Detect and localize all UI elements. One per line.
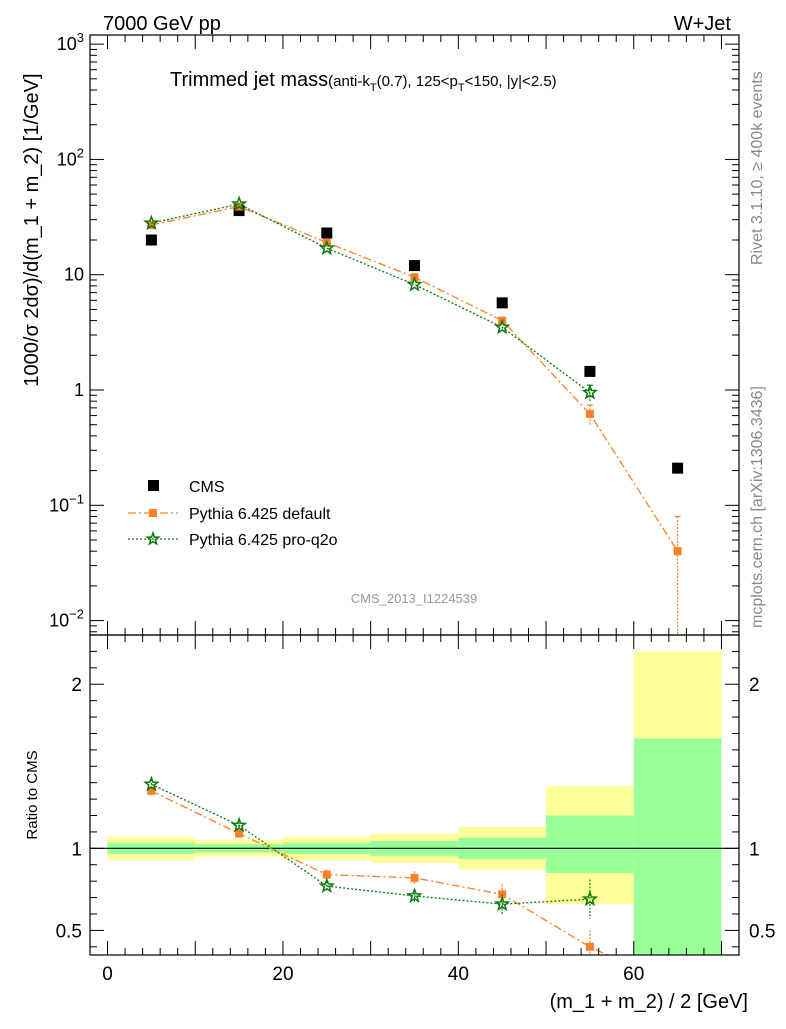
cms-data-point-1 bbox=[233, 205, 245, 217]
rivet-label: Rivet 3.1.10, ≥ 400k events bbox=[749, 71, 766, 265]
ratio-y-tick-label-right-1: 1 bbox=[749, 839, 760, 860]
plot-title-sub-b: (0.7), 125<p bbox=[377, 73, 458, 90]
legend-label-pythia-default: Pythia 6.425 default bbox=[189, 506, 331, 523]
main-series-line-2 bbox=[151, 203, 591, 394]
ratio-point-pro-q2o-5 bbox=[581, 890, 599, 907]
cms-data-point-5 bbox=[584, 365, 596, 377]
pythia-default-point-0 bbox=[147, 220, 156, 229]
cms-data-point-0 bbox=[145, 234, 157, 246]
legend-marker-pythia-default bbox=[149, 509, 157, 517]
pythia-pro-q2o-point-4 bbox=[493, 318, 511, 335]
ratio-band-green-6 bbox=[633, 738, 722, 955]
ratio-y-tick-label-right-2: 2 bbox=[749, 675, 760, 696]
main-y-tick-label-4: 102 bbox=[57, 145, 84, 169]
ratio-point-pro-q2o-2 bbox=[318, 877, 336, 894]
plot-title-sub-b-subscript: T bbox=[458, 82, 465, 94]
ratio-point-pro-q2o-3 bbox=[406, 887, 423, 903]
ratio-point-default-0 bbox=[147, 786, 156, 795]
header-left: 7000 GeV pp bbox=[103, 13, 221, 35]
legend-label-cms: CMS bbox=[189, 479, 225, 496]
x-tick-label-3: 60 bbox=[623, 964, 644, 985]
pythia-pro-q2o-point-2 bbox=[318, 239, 336, 256]
ratio-point-default-5 bbox=[585, 942, 594, 951]
ratio-point-default-2 bbox=[322, 870, 331, 879]
main-y-tick-label-2: 1 bbox=[74, 380, 84, 400]
main-y-tick-label-0: 10−2 bbox=[49, 607, 84, 631]
main-series-line-1 bbox=[151, 205, 679, 552]
x-axis-label: (m_1 + m_2) / 2 [GeV] bbox=[550, 991, 748, 1013]
ratio-band-green-5 bbox=[546, 815, 634, 873]
plot-title-main: Trimmed jet mass bbox=[170, 69, 328, 91]
analysis-id: CMS_2013_I1224539 bbox=[351, 591, 478, 606]
pythia-pro-q2o-point-5 bbox=[581, 383, 599, 400]
x-tick-label-0: 0 bbox=[102, 964, 113, 985]
main-y-tick-label-3: 10 bbox=[64, 265, 84, 285]
main-y-axis-label: 1000/σ 2dσ)/d(m_1 + m_2) [1/GeV] bbox=[21, 73, 43, 386]
legend: CMS Pythia 6.425 default Pythia 6.425 pr… bbox=[128, 479, 338, 549]
plot-title-sub-a-subscript: T bbox=[370, 82, 377, 94]
cms-data-point-3 bbox=[409, 260, 420, 272]
x-tick-label-1: 20 bbox=[272, 964, 293, 985]
pythia-default-point-5 bbox=[585, 409, 594, 418]
legend-entry-cms: CMS bbox=[148, 479, 225, 496]
main-y-tick-label-5: 103 bbox=[57, 30, 84, 54]
ratio-plot-frame bbox=[89, 634, 740, 956]
pythia-pro-q2o-point-3 bbox=[406, 276, 423, 292]
ratio-series-line-0 bbox=[151, 790, 608, 956]
plot-title-sub-c: <150, |y|<2.5) bbox=[465, 73, 557, 90]
mcplots-label: mcplots.cern.ch [arXiv:1306.3436] bbox=[749, 386, 766, 628]
x-tick-label-2: 40 bbox=[448, 964, 469, 985]
legend-label-pythia-pro-q2o: Pythia 6.425 pro-q2o bbox=[189, 532, 338, 549]
ratio-point-default-3 bbox=[410, 873, 419, 882]
main-plot-frame bbox=[89, 34, 740, 636]
ratio-y-axis-label: Ratio to CMS bbox=[24, 750, 41, 839]
legend-marker-cms bbox=[148, 480, 159, 491]
legend-entry-pythia-pro-q2o: Pythia 6.425 pro-q2o bbox=[128, 530, 338, 549]
cms-data-point-6 bbox=[672, 462, 684, 474]
pythia-pro-q2o-point-1 bbox=[230, 195, 248, 212]
ratio-series-line-1 bbox=[151, 783, 590, 905]
ratio-point-pro-q2o-4 bbox=[493, 895, 511, 912]
ratio-y-tick-label-0: 0.5 bbox=[56, 921, 82, 942]
ratio-point-pro-q2o-0 bbox=[143, 775, 160, 792]
ratio-y-tick-label-2: 2 bbox=[71, 675, 82, 696]
legend-entry-pythia-default: Pythia 6.425 default bbox=[128, 506, 331, 523]
main-y-tick-label-1: 10−1 bbox=[49, 491, 84, 515]
cms-data-point-2 bbox=[321, 227, 333, 239]
cms-data-point-4 bbox=[496, 297, 508, 309]
plot-title-sub-a: (anti-k bbox=[328, 73, 370, 90]
ratio-point-pro-q2o-1 bbox=[230, 816, 248, 833]
ratio-point-default-1 bbox=[235, 829, 244, 838]
plot-title: Trimmed jet mass(anti-kT(0.7), 125<pT<15… bbox=[170, 69, 557, 94]
pythia-pro-q2o-point-0 bbox=[143, 214, 160, 231]
pythia-default-point-6 bbox=[673, 547, 682, 556]
ratio-y-tick-label-1: 1 bbox=[71, 839, 82, 860]
header-right: W+Jet bbox=[674, 13, 732, 35]
ratio-y-tick-label-right-0: 0.5 bbox=[749, 921, 775, 942]
legend-marker-pythia-pro-q2o bbox=[145, 530, 161, 546]
